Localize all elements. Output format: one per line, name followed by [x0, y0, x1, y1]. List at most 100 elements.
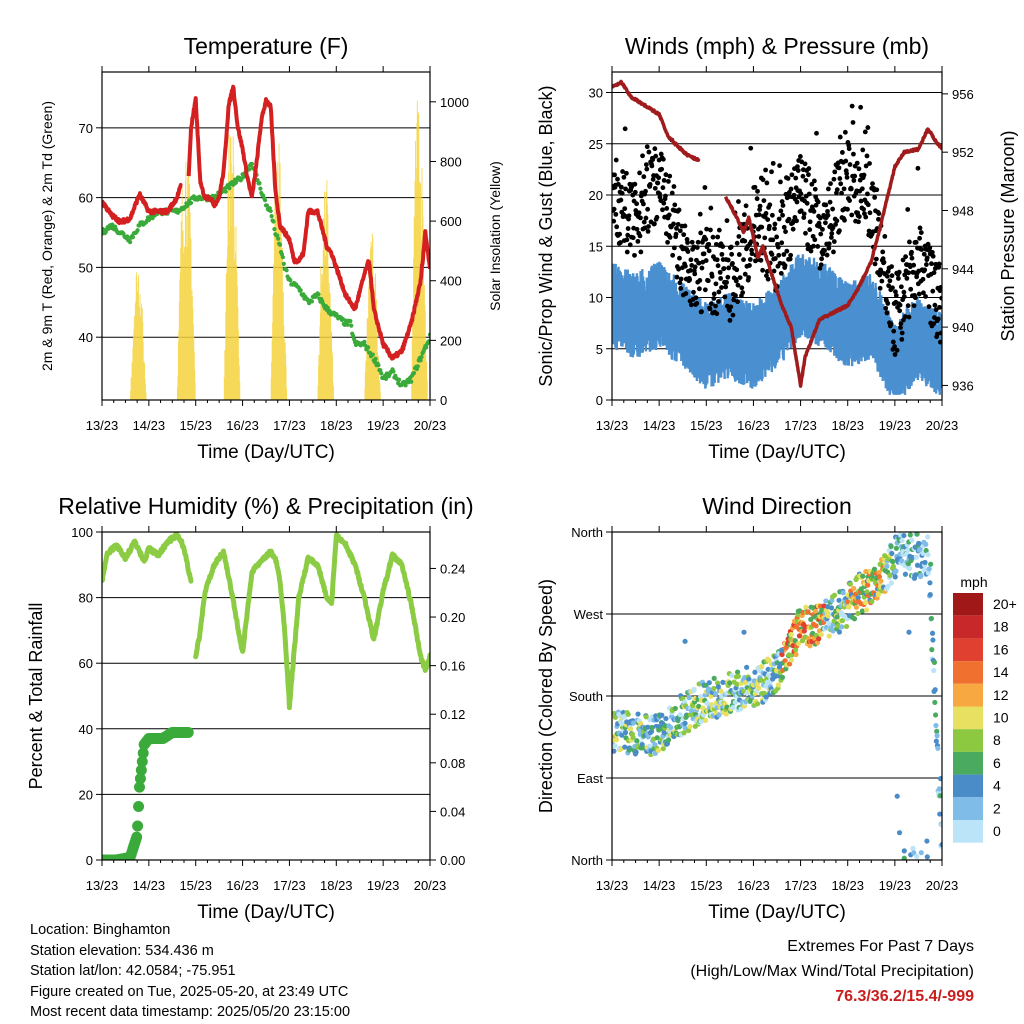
direction-point — [744, 664, 750, 670]
humidity-xlabel: Time (Day/UTC) — [197, 902, 335, 923]
gust-point — [714, 257, 720, 263]
gust-point — [624, 237, 630, 243]
direction-point — [889, 550, 895, 557]
gust-point — [811, 178, 817, 184]
direction-point — [896, 830, 903, 836]
dewpoint-point — [409, 379, 414, 384]
colorbar-swatch — [953, 774, 983, 798]
info-location: Location: Binghamton — [30, 922, 171, 938]
y2-tick-label: 200 — [440, 333, 462, 348]
gust-point — [734, 240, 740, 246]
gust-point — [839, 150, 845, 155]
direction-point — [682, 720, 688, 726]
gust-point — [858, 104, 864, 110]
direction-point — [691, 686, 697, 692]
x-tick-label: 20/23 — [926, 878, 959, 893]
direction-point — [807, 643, 813, 649]
direction-point — [711, 685, 717, 692]
gust-point — [892, 344, 897, 349]
gust-point — [736, 234, 742, 239]
direction-point — [826, 633, 832, 639]
gust-point — [898, 325, 903, 331]
gust-point — [849, 212, 855, 218]
gust-point — [692, 271, 698, 277]
colorbar-label: 16 — [993, 641, 1009, 657]
x-tick-label: 15/23 — [179, 418, 212, 433]
direction-point — [759, 664, 765, 670]
direction-point — [939, 821, 942, 828]
gust-point — [632, 181, 638, 187]
direction-point — [645, 734, 651, 740]
direction-point — [672, 705, 678, 712]
gust-point — [764, 180, 770, 186]
direction-point — [913, 554, 919, 560]
gust-point — [798, 208, 804, 214]
y2-tick-label: 0 — [440, 393, 447, 408]
gust-point — [677, 255, 682, 261]
gust-point — [842, 217, 847, 223]
gust-point — [674, 274, 680, 280]
direction-point — [810, 630, 816, 636]
x-tick-label: 15/23 — [690, 878, 723, 893]
colorbar-swatch — [953, 797, 983, 820]
direction-point — [624, 719, 630, 725]
gust-point — [749, 247, 754, 253]
gust-point — [874, 187, 880, 193]
colorbar-label: 8 — [993, 732, 1001, 748]
gust-point — [802, 161, 808, 167]
gust-point — [801, 215, 807, 220]
direction-point — [625, 711, 631, 717]
gust-point — [902, 314, 908, 320]
gust-point — [652, 221, 657, 227]
direction-point — [913, 572, 919, 578]
gust-point — [877, 285, 883, 291]
direction-point — [893, 545, 899, 551]
gust-point — [901, 294, 907, 300]
gust-point — [880, 249, 886, 255]
gust-point — [751, 224, 757, 229]
gust-point — [777, 163, 782, 169]
dewpoint-point — [271, 219, 276, 224]
gust-point — [931, 270, 937, 276]
gust-point — [932, 302, 938, 308]
direction-point — [635, 711, 641, 717]
gust-point — [702, 287, 708, 293]
gust-point — [737, 275, 743, 280]
gust-point — [699, 265, 705, 271]
gust-point — [644, 144, 650, 150]
y2-tick-label: 956 — [952, 87, 974, 102]
gust-point — [827, 199, 833, 205]
gust-point — [652, 146, 658, 152]
gust-point — [709, 274, 715, 279]
direction-point — [932, 712, 939, 718]
gust-point — [741, 257, 746, 263]
y-tick-label: 80 — [79, 591, 93, 606]
x-tick-label: 14/23 — [133, 878, 166, 893]
gust-point — [889, 264, 895, 269]
gust-point — [899, 330, 905, 336]
direction-point — [918, 850, 924, 856]
gust-point — [660, 156, 666, 162]
y-tick-label: 10 — [589, 291, 603, 306]
gust-point — [872, 195, 878, 200]
gust-point — [772, 256, 778, 261]
gust-point — [702, 185, 708, 190]
gust-point — [754, 196, 760, 202]
gust-point — [623, 186, 628, 192]
gust-point — [612, 172, 617, 178]
dewpoint-point — [376, 363, 381, 368]
extremes-subheading: (High/Low/Max Wind/Total Precipitation) — [690, 963, 974, 980]
gust-point — [926, 304, 932, 310]
gust-point — [701, 251, 707, 257]
x-tick-label: 13/23 — [86, 878, 119, 893]
gust-point — [832, 169, 838, 175]
direction-point — [871, 566, 878, 572]
direction-point — [805, 609, 811, 615]
gust-point — [695, 239, 701, 245]
gust-point — [791, 192, 797, 198]
direction-point — [619, 732, 625, 738]
direction-point — [787, 661, 793, 667]
gust-point — [803, 230, 808, 236]
gust-point — [931, 321, 937, 327]
station-info: Location: Binghamton Station elevation: … — [30, 920, 350, 1023]
